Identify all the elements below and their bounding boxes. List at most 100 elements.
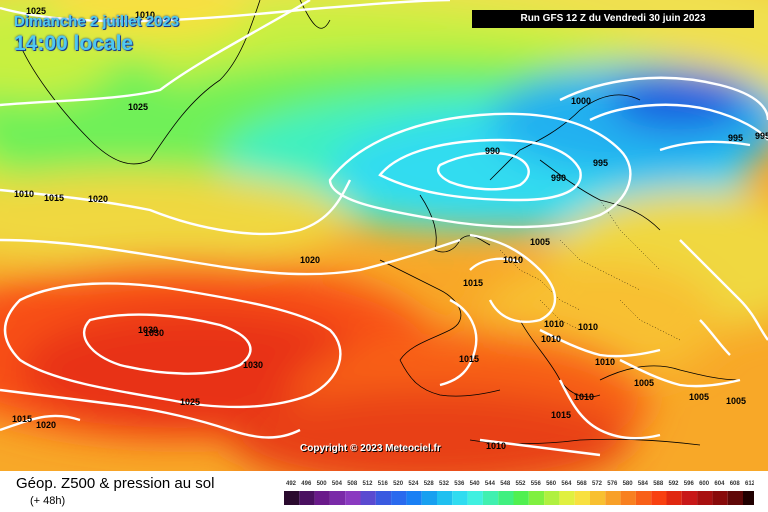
scale-tick-label: 512 (363, 481, 374, 487)
scale-tick-label: 592 (669, 481, 680, 487)
scale-tick-label: 612 (745, 481, 754, 487)
isobar-label: 1010 (595, 357, 615, 367)
isobar-label: 1030 (138, 325, 158, 335)
scale-tick-label: 608 (730, 481, 741, 487)
scale-tick-label: 524 (408, 481, 419, 487)
scale-tick-label: 520 (393, 481, 404, 487)
scale-swatch (482, 491, 499, 505)
coastlines (17, 0, 741, 446)
scale-swatch (406, 491, 422, 505)
isobar-label: 1030 (144, 328, 164, 338)
scale-tick-label: 548 (500, 481, 511, 487)
scale-tick-label: 492 (286, 481, 297, 487)
scale-tick-label: 576 (607, 481, 618, 487)
isobar-label: 1000 (571, 96, 591, 106)
scale-tick-label: 540 (470, 481, 481, 487)
scale-tick-label: 496 (301, 481, 312, 487)
isobar-labels: 1025 1010 1025 1010 1015 1020 1020 1000 … (12, 6, 768, 451)
copyright-notice: Copyright © 2023 Meteociel.fr (300, 443, 441, 454)
scale-swatch (467, 491, 483, 505)
scale-swatch (345, 491, 361, 505)
isobar-label: 1015 (12, 414, 32, 424)
forecast-lead-time: (+ 48h) (30, 495, 66, 507)
isobar-label: 1010 (544, 319, 564, 329)
scale-tick-label: 556 (531, 481, 542, 487)
scale-swatch (513, 491, 529, 505)
scale-tick-label: 544 (485, 481, 496, 487)
isobar-lines (0, 0, 768, 457)
isobar-label: 1015 (44, 193, 64, 203)
isobar-label: 1005 (726, 396, 746, 406)
scale-swatch (360, 491, 376, 505)
isobar-label: 995 (755, 131, 768, 141)
scale-tick-label: 516 (378, 481, 389, 487)
isobar-label: 1020 (88, 194, 108, 204)
isobar-label: 1005 (530, 237, 550, 247)
scale-swatch (314, 491, 330, 505)
isobar-label: 1020 (300, 255, 320, 265)
scale-swatch (727, 491, 743, 505)
isobar-label: 1010 (541, 334, 561, 344)
scale-swatch (697, 491, 713, 505)
isobar-label: 1005 (689, 392, 709, 402)
scale-swatch (544, 491, 560, 505)
scale-tick-label: 572 (592, 481, 603, 487)
isobar-label: 1020 (36, 420, 56, 430)
scale-swatch (620, 491, 636, 505)
scale-swatch (590, 491, 606, 505)
scale-tick-label: 500 (317, 481, 328, 487)
scale-swatch (666, 491, 682, 505)
isobar-label: 1010 (135, 10, 155, 20)
scale-tick-label: 588 (653, 481, 664, 487)
country-borders (499, 199, 681, 341)
scale-tick-label: 508 (347, 481, 358, 487)
forecast-time: 14:00 locale (14, 32, 134, 55)
isobar-label: 1015 (463, 278, 483, 288)
scale-swatch (437, 491, 453, 505)
scale-swatch (528, 491, 545, 505)
scale-swatch (452, 491, 468, 505)
scale-swatch (651, 491, 667, 505)
isobar-label: 995 (593, 158, 608, 168)
scale-swatch (681, 491, 698, 505)
scale-swatch (605, 491, 621, 505)
isobar-label: 1005 (634, 378, 654, 388)
isobar-label: 990 (485, 146, 500, 156)
scale-tick-label: 580 (623, 481, 634, 487)
pressure-chart: 1025 1010 1025 1010 1015 1020 1020 1000 … (0, 0, 768, 471)
forecast-date: Dimanche 2 juillet 2023 (14, 13, 180, 30)
isobar-label: 1025 (128, 102, 148, 112)
scale-tick-label: 552 (516, 481, 527, 487)
scale-swatch (284, 491, 300, 505)
isobar-label: 1025 (26, 6, 46, 16)
geopotential-field (0, 0, 768, 471)
isobar-label: 1010 (574, 392, 594, 402)
scale-swatch (498, 491, 514, 505)
isobar-label: 1015 (459, 354, 479, 364)
scale-tick-label: 584 (638, 481, 649, 487)
scale-tick-label: 528 (424, 481, 435, 487)
model-run-label: Run GFS 12 Z du Vendredi 30 juin 2023 (472, 10, 754, 28)
scale-tick-label: 600 (699, 481, 710, 487)
scale-tick-label: 568 (577, 481, 588, 487)
scale-tick-label: 564 (561, 481, 572, 487)
legend-bar: Géop. Z500 & pression au sol (+ 48h) 492… (0, 471, 768, 512)
scale-swatch (299, 491, 315, 505)
scale-swatch (559, 491, 575, 505)
scale-swatch (375, 491, 392, 505)
scale-tick-label: 504 (332, 481, 343, 487)
isobar-label: 1025 (180, 397, 200, 407)
isobar-label: 1010 (578, 322, 598, 332)
scale-swatch (329, 491, 346, 505)
isobar-label: 1015 (551, 410, 571, 420)
scale-tick-label: 604 (714, 481, 725, 487)
isobar-label: 1030 (243, 360, 263, 370)
scale-swatch (421, 491, 437, 505)
isobar-label: 1010 (486, 441, 506, 451)
isobar-label: 1010 (503, 255, 523, 265)
scale-swatch (574, 491, 590, 505)
scale-tick-label: 560 (546, 481, 557, 487)
scale-swatch (712, 491, 728, 505)
map-variable-title: Géop. Z500 & pression au sol (16, 475, 215, 492)
